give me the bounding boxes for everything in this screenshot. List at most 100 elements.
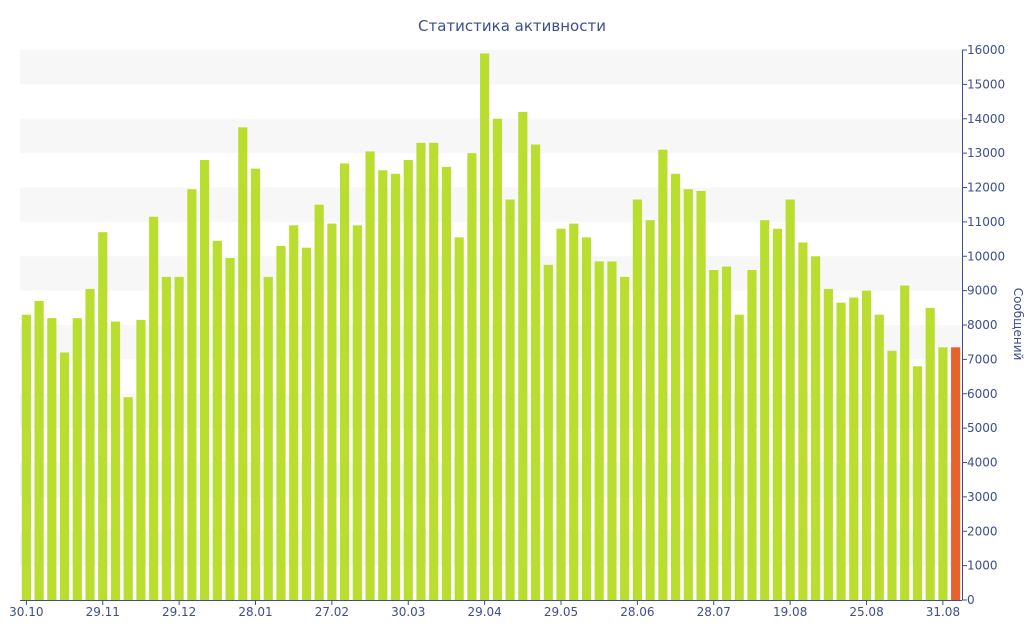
bar xyxy=(340,163,350,600)
x-tick-label: 28.07 xyxy=(697,605,731,619)
x-tick-label: 19.08 xyxy=(773,605,807,619)
bar xyxy=(161,276,171,601)
bar xyxy=(441,166,452,601)
bar xyxy=(98,232,108,600)
y-tick-label: 2000 xyxy=(967,524,998,538)
grid-band xyxy=(20,393,962,429)
y-axis-ticks: 0 1000 2000 3000 4000 5000 6000 7000 8000 9000 100… xyxy=(962,43,1005,607)
x-tick-label: 25.08 xyxy=(849,605,883,619)
chart-title: Статистика активности xyxy=(418,17,606,35)
x-tick-label: 28.06 xyxy=(620,605,654,619)
bar xyxy=(289,225,299,600)
bar xyxy=(47,318,57,601)
bar xyxy=(200,160,210,600)
bar xyxy=(874,314,884,600)
bar xyxy=(594,261,604,600)
bar xyxy=(390,173,401,600)
bar xyxy=(467,153,477,601)
bar xyxy=(136,319,146,600)
bar xyxy=(760,220,770,600)
bar xyxy=(912,366,923,600)
x-tick-label: 27.02 xyxy=(315,605,349,619)
grid-band xyxy=(20,50,962,85)
bar xyxy=(836,302,846,600)
bar xyxy=(505,199,515,600)
y-tick-label: 3000 xyxy=(967,490,998,504)
bar xyxy=(378,170,388,600)
y-tick-label: 7000 xyxy=(967,352,998,366)
bar xyxy=(696,190,706,600)
y-tick-label: 6000 xyxy=(967,387,998,401)
y-tick-label: 5000 xyxy=(967,421,998,435)
grid-bands xyxy=(20,50,962,566)
grid-band xyxy=(20,531,962,566)
bar xyxy=(21,314,31,600)
bar xyxy=(709,270,719,600)
bar xyxy=(110,321,121,600)
bar xyxy=(365,151,375,600)
y-tick-label: 4000 xyxy=(967,456,998,470)
bar xyxy=(543,264,553,600)
x-tick-label: 31.08 xyxy=(926,605,960,619)
y-tick-label: 12000 xyxy=(967,181,1005,195)
bar xyxy=(861,290,872,601)
bar xyxy=(263,276,273,601)
y-tick-label: 16000 xyxy=(967,43,1005,57)
bar xyxy=(849,297,859,600)
bar xyxy=(798,242,808,600)
grid-band xyxy=(20,256,962,291)
bar xyxy=(556,228,566,600)
bar xyxy=(530,144,541,600)
bar xyxy=(900,285,910,600)
grid-band xyxy=(20,462,962,497)
bar xyxy=(518,111,528,601)
bar-current xyxy=(951,347,961,600)
bar xyxy=(314,204,324,600)
bar xyxy=(607,261,617,600)
x-tick-label: 29.05 xyxy=(544,605,578,619)
x-tick-label: 29.12 xyxy=(162,605,196,619)
bar xyxy=(72,318,82,601)
bar xyxy=(887,350,897,600)
y-tick-label: 8000 xyxy=(967,318,998,332)
y-tick-label: 1000 xyxy=(967,559,998,573)
bar xyxy=(581,237,592,600)
x-tick-label: 30.03 xyxy=(391,605,425,619)
bar xyxy=(492,118,502,600)
y-axis-label: Сообщений xyxy=(1011,288,1024,361)
y-tick-label: 10000 xyxy=(967,249,1005,263)
y-tick-label: 13000 xyxy=(967,146,1005,160)
bar xyxy=(250,168,261,600)
bar xyxy=(785,199,795,600)
bar xyxy=(225,257,235,600)
y-tick-label: 11000 xyxy=(967,215,1005,229)
bar xyxy=(811,256,821,600)
grid-band xyxy=(20,118,962,154)
bar xyxy=(823,288,833,600)
bar xyxy=(416,142,426,600)
bar xyxy=(123,397,133,600)
bar xyxy=(85,288,95,600)
bar xyxy=(772,228,783,600)
bar xyxy=(721,266,732,600)
bar xyxy=(276,245,286,600)
bar xyxy=(301,247,312,600)
y-tick-label: 0 xyxy=(967,593,975,607)
bar xyxy=(454,237,464,600)
bar xyxy=(403,160,413,600)
bar xyxy=(938,347,948,600)
bar xyxy=(352,225,362,600)
bar xyxy=(238,127,248,600)
bar xyxy=(632,199,642,600)
bar xyxy=(645,220,655,600)
bar xyxy=(34,300,44,600)
bar-series xyxy=(21,53,961,601)
bar xyxy=(658,149,668,600)
bar xyxy=(925,307,935,600)
bar xyxy=(187,189,197,600)
y-tick-label: 9000 xyxy=(967,284,998,298)
y-tick-label: 15000 xyxy=(967,77,1005,91)
grid-band xyxy=(20,187,962,222)
bar xyxy=(569,223,579,600)
